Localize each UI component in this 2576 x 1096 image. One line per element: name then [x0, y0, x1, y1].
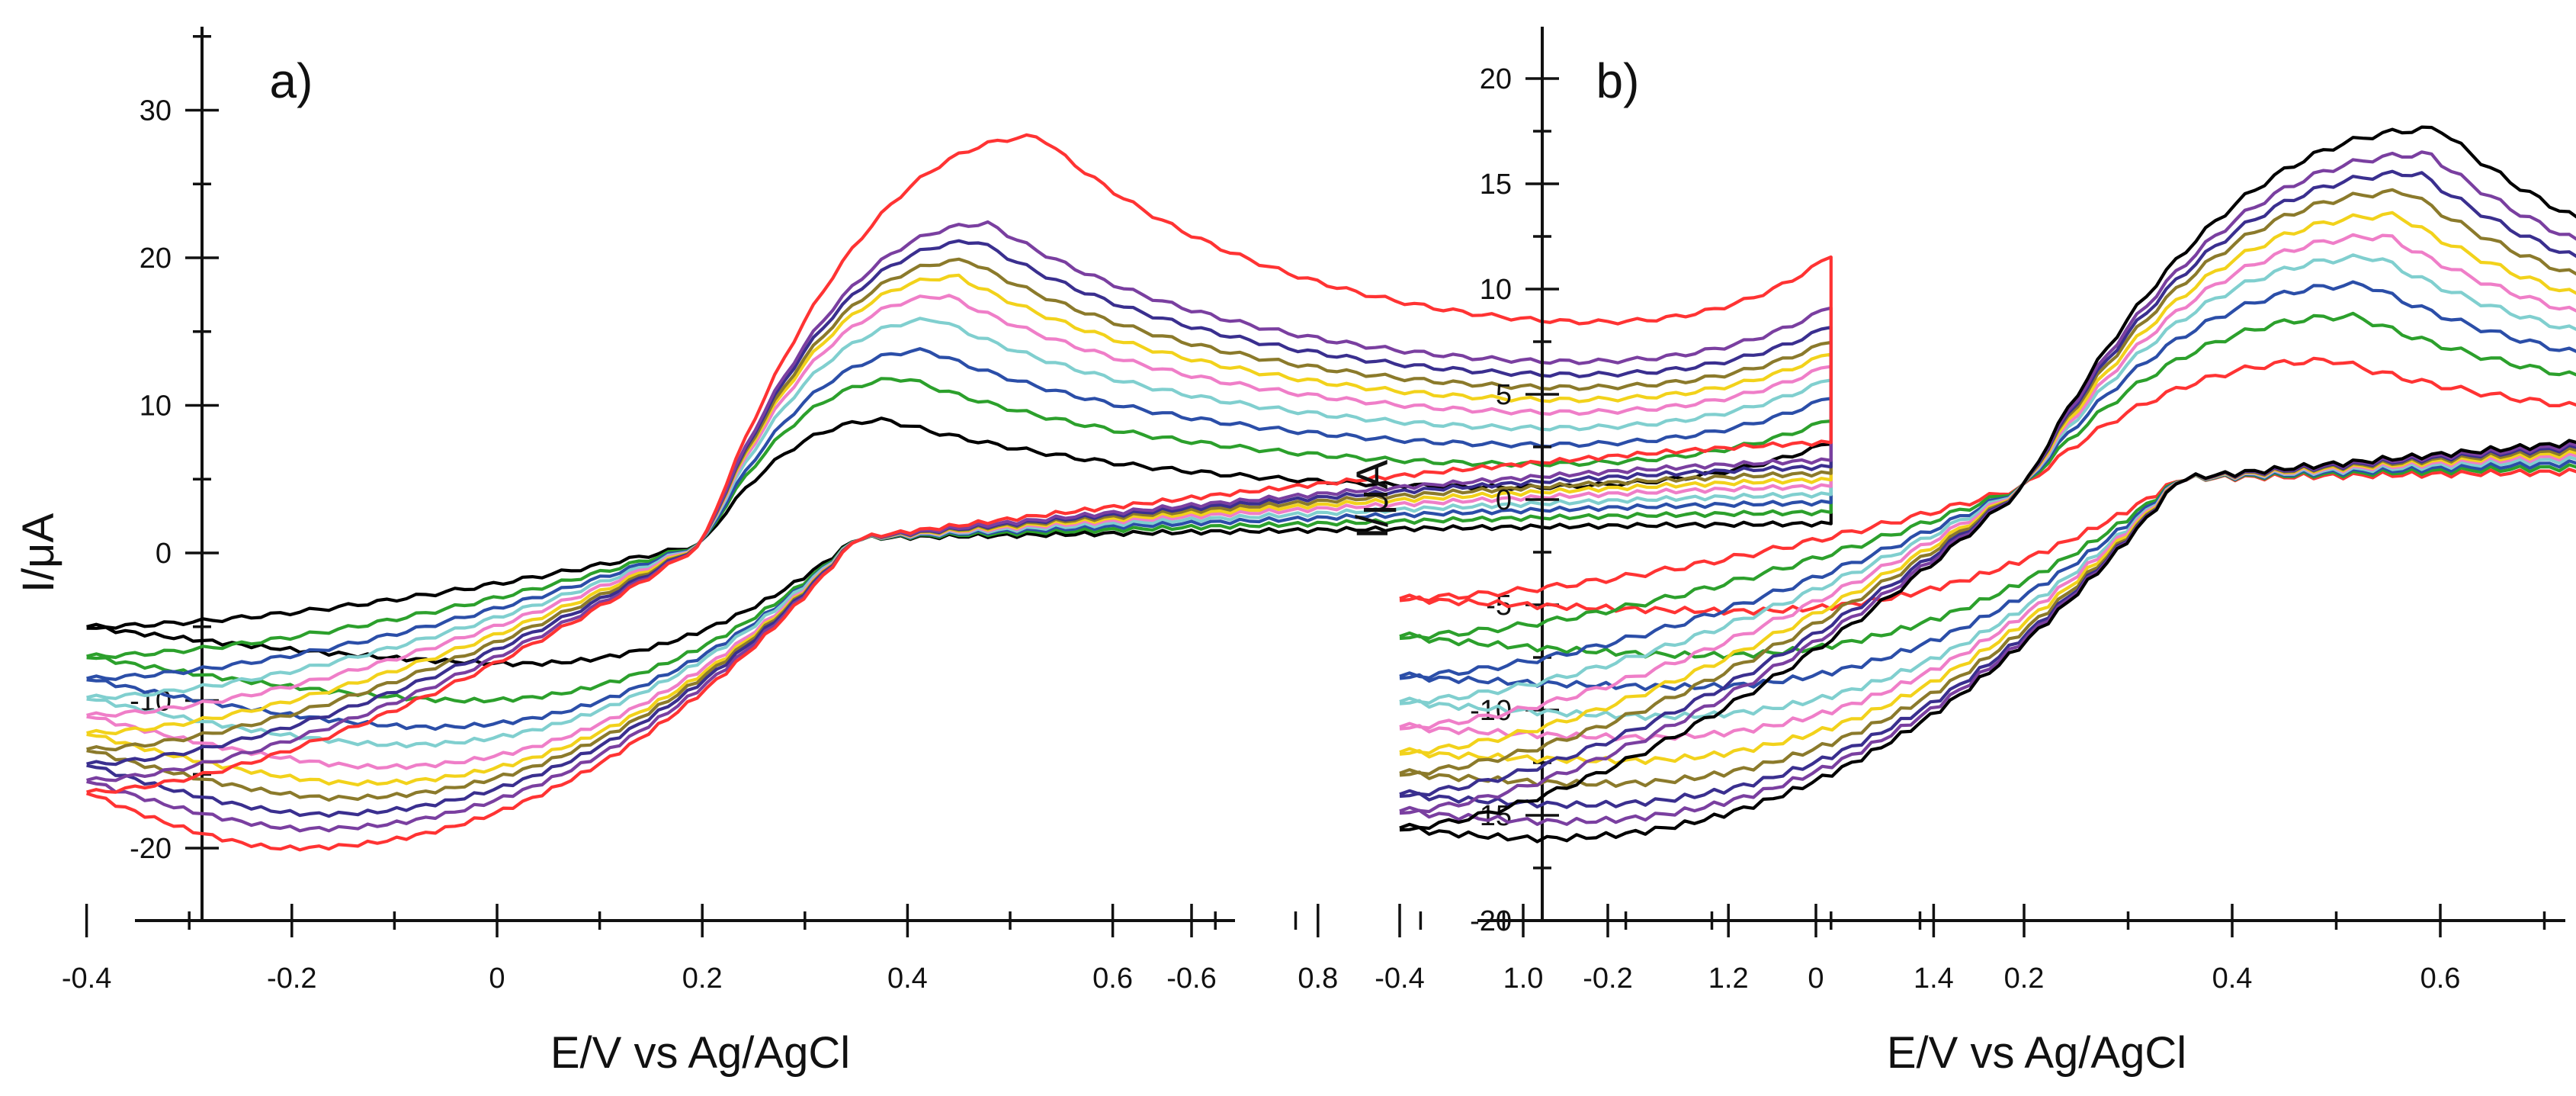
- cv-series-line: [1399, 233, 2576, 743]
- x-tick-label: 0.6: [2420, 963, 2461, 995]
- x-axis-title: E/V vs Ag/AgCl: [550, 1028, 850, 1078]
- x-tick-label: 1.4: [1914, 963, 1954, 995]
- y-axis-title: I/μA: [1348, 460, 1397, 540]
- chart-panel-a: -0.6-0.4-0.200.20.40.60.81.01.21.4-20-10…: [14, 27, 1954, 1078]
- x-tick-label: 0.6: [1092, 963, 1133, 995]
- x-tick-label: 0.2: [2004, 963, 2045, 995]
- x-tick-label: 0: [1808, 963, 1824, 995]
- x-tick-label: -0.4: [1375, 963, 1424, 995]
- x-tick-label: -0.2: [267, 963, 316, 995]
- cv-series-line: [86, 416, 1833, 667]
- chart-panel-b: -0.6 -0.4 -0.2 0 0.2 0.4 0.6 0.8 1.0 1.2 1.4 -20 -15…: [1166, 27, 2576, 1078]
- cv-series-line: [1399, 253, 2576, 722]
- cv-series-line: [1399, 211, 2576, 765]
- y-tick-label: 20: [140, 243, 172, 275]
- y-tick-label: 0: [1496, 484, 1512, 516]
- x-axis-title: E/V vs Ag/AgCl: [1887, 1028, 2186, 1078]
- panel-label: a): [270, 53, 313, 108]
- y-tick-label: 5: [1496, 379, 1512, 411]
- y-tick-label: 15: [1480, 169, 1512, 201]
- y-tick-label: 20: [1480, 63, 1512, 95]
- cv-series-line: [85, 133, 1833, 852]
- panel-label: b): [1596, 53, 1640, 108]
- y-tick-label: -15: [1470, 800, 1512, 832]
- y-tick-label: 10: [140, 391, 172, 423]
- cv-series-line: [1399, 125, 2576, 844]
- y-tick-label: 10: [1480, 274, 1512, 306]
- y-tick-label: 30: [140, 95, 172, 127]
- x-tick-label: 0.4: [887, 963, 928, 995]
- y-tick-label: 0: [156, 538, 172, 570]
- x-tick-label: 0.4: [2212, 963, 2253, 995]
- y-tick-label: -20: [1470, 905, 1512, 937]
- x-tick-label: -0.2: [1583, 963, 1632, 995]
- x-tick-label: 1.2: [1708, 963, 1749, 995]
- cv-series-line: [1399, 311, 2576, 660]
- cv-series-line: [1399, 356, 2576, 616]
- x-tick-label: 0.8: [1298, 963, 1338, 995]
- y-tick-label: -20: [130, 833, 172, 865]
- y-axis-title: I/μA: [14, 513, 63, 593]
- x-tick-label: -0.4: [62, 963, 111, 995]
- cv-series-line: [86, 347, 1833, 731]
- x-tick-label: 1.0: [1503, 963, 1544, 995]
- x-tick-label: 0: [489, 963, 505, 995]
- cv-series-line: [1399, 280, 2576, 692]
- x-tick-label: 0.2: [682, 963, 723, 995]
- x-tick-label: -0.6: [1166, 963, 1216, 995]
